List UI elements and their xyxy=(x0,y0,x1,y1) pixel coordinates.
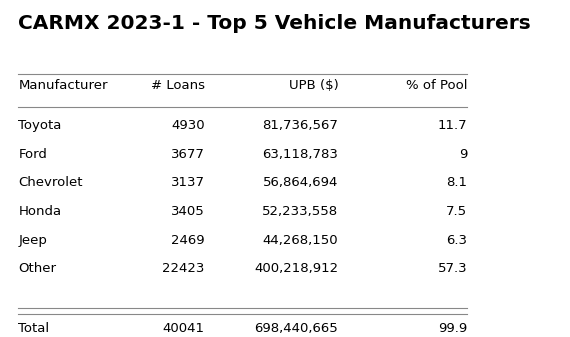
Text: 56,864,694: 56,864,694 xyxy=(263,176,339,189)
Text: 57.3: 57.3 xyxy=(438,262,467,275)
Text: Manufacturer: Manufacturer xyxy=(18,79,108,92)
Text: % of Pool: % of Pool xyxy=(406,79,467,92)
Text: 9: 9 xyxy=(459,148,467,161)
Text: 40041: 40041 xyxy=(162,322,205,335)
Text: 63,118,783: 63,118,783 xyxy=(262,148,339,161)
Text: 698,440,665: 698,440,665 xyxy=(255,322,339,335)
Text: Toyota: Toyota xyxy=(18,119,62,132)
Text: Chevrolet: Chevrolet xyxy=(18,176,83,189)
Text: 6.3: 6.3 xyxy=(446,234,467,247)
Text: 4930: 4930 xyxy=(171,119,205,132)
Text: 11.7: 11.7 xyxy=(438,119,467,132)
Text: # Loans: # Loans xyxy=(150,79,205,92)
Text: 44,268,150: 44,268,150 xyxy=(263,234,339,247)
Text: 3137: 3137 xyxy=(170,176,205,189)
Text: 400,218,912: 400,218,912 xyxy=(254,262,339,275)
Text: Honda: Honda xyxy=(18,205,62,218)
Text: 99.9: 99.9 xyxy=(438,322,467,335)
Text: Other: Other xyxy=(18,262,56,275)
Text: 81,736,567: 81,736,567 xyxy=(262,119,339,132)
Text: 22423: 22423 xyxy=(162,262,205,275)
Text: Jeep: Jeep xyxy=(18,234,47,247)
Text: Ford: Ford xyxy=(18,148,47,161)
Text: 52,233,558: 52,233,558 xyxy=(262,205,339,218)
Text: 2469: 2469 xyxy=(171,234,205,247)
Text: 8.1: 8.1 xyxy=(446,176,467,189)
Text: UPB ($): UPB ($) xyxy=(288,79,339,92)
Text: Total: Total xyxy=(18,322,50,335)
Text: 3677: 3677 xyxy=(171,148,205,161)
Text: 3405: 3405 xyxy=(171,205,205,218)
Text: CARMX 2023-1 - Top 5 Vehicle Manufacturers: CARMX 2023-1 - Top 5 Vehicle Manufacture… xyxy=(18,13,531,32)
Text: 7.5: 7.5 xyxy=(446,205,467,218)
